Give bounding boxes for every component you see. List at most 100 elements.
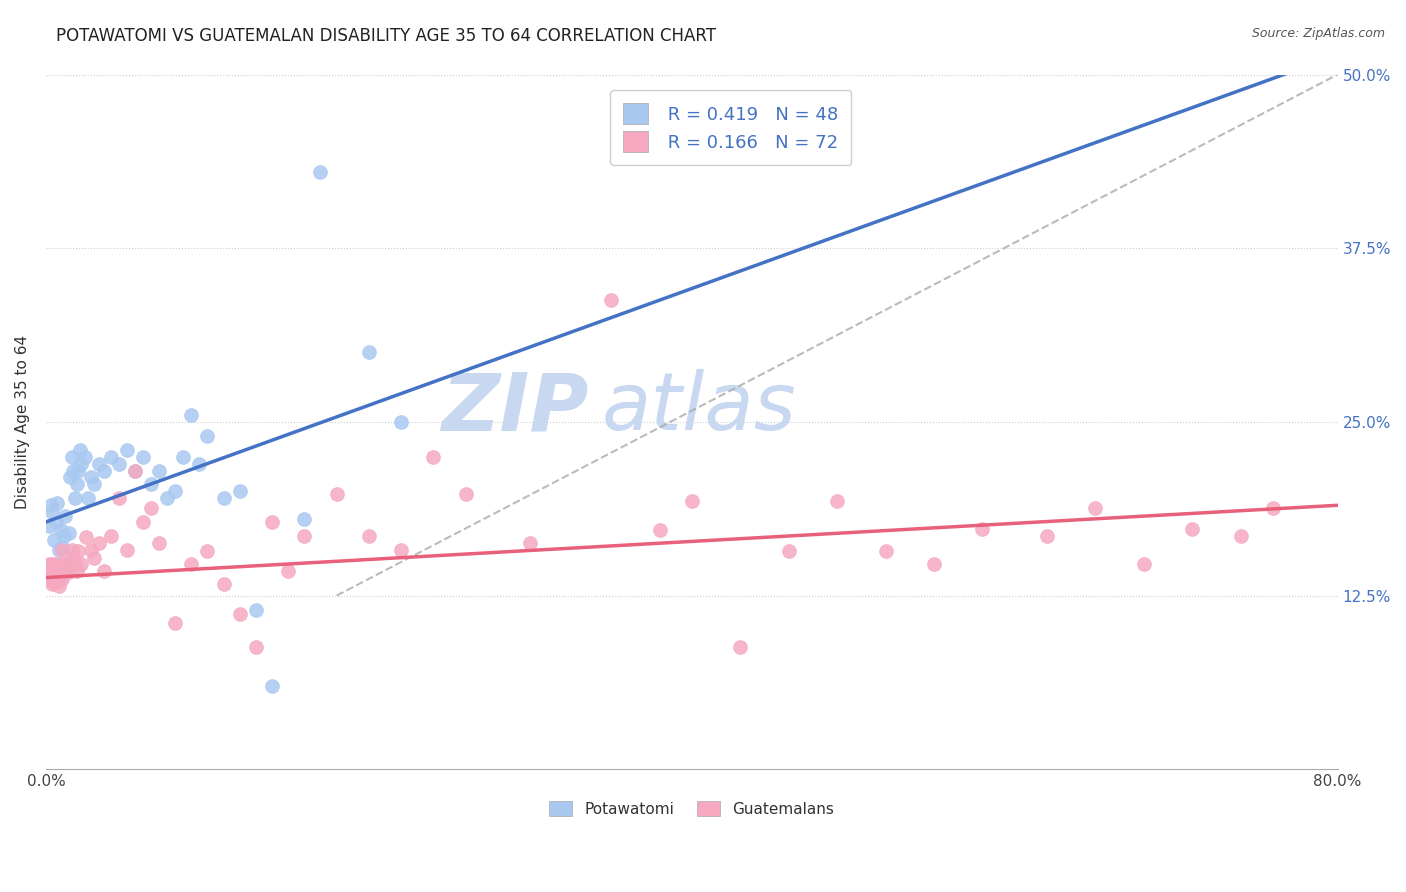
Point — [139, 501, 162, 516]
Point — [58, 526, 80, 541]
Text: POTAWATOMI VS GUATEMALAN DISABILITY AGE 35 TO 64 CORRELATION CHART: POTAWATOMI VS GUATEMALAN DISABILITY AGE … — [56, 27, 716, 45]
Point — [62, 464, 84, 478]
Point — [93, 564, 115, 578]
Point — [89, 457, 111, 471]
Point — [115, 442, 138, 457]
Point — [875, 544, 897, 558]
Point — [49, 557, 72, 571]
Point — [212, 577, 235, 591]
Point — [165, 484, 187, 499]
Point — [46, 495, 69, 509]
Point — [39, 498, 62, 512]
Point — [83, 477, 105, 491]
Point — [70, 557, 93, 571]
Point — [39, 564, 62, 578]
Point — [648, 524, 671, 538]
Point — [180, 557, 202, 571]
Point — [93, 464, 115, 478]
Point — [53, 509, 76, 524]
Point — [51, 572, 73, 586]
Point — [67, 544, 90, 558]
Point — [292, 529, 315, 543]
Point — [228, 607, 250, 621]
Point — [69, 442, 91, 457]
Point — [58, 565, 80, 579]
Point — [1036, 529, 1059, 543]
Point — [45, 515, 67, 529]
Point — [165, 616, 187, 631]
Point — [67, 464, 90, 478]
Point — [148, 464, 170, 478]
Point — [80, 470, 103, 484]
Point — [422, 450, 444, 464]
Point — [156, 491, 179, 506]
Point — [80, 542, 103, 557]
Point — [73, 450, 96, 464]
Point — [66, 477, 89, 491]
Point — [180, 408, 202, 422]
Point — [48, 579, 70, 593]
Point — [124, 464, 146, 478]
Point — [59, 557, 82, 571]
Point — [148, 536, 170, 550]
Point — [77, 491, 100, 506]
Point — [325, 487, 347, 501]
Text: Source: ZipAtlas.com: Source: ZipAtlas.com — [1251, 27, 1385, 40]
Point — [59, 470, 82, 484]
Point — [681, 494, 703, 508]
Point — [197, 429, 219, 443]
Point — [70, 457, 93, 471]
Point — [778, 544, 800, 558]
Point — [389, 542, 412, 557]
Point — [49, 565, 72, 579]
Point — [45, 557, 67, 571]
Point — [60, 542, 83, 557]
Point — [100, 529, 122, 543]
Point — [972, 522, 994, 536]
Point — [454, 487, 477, 501]
Point — [1084, 501, 1107, 516]
Point — [39, 570, 62, 584]
Point — [132, 515, 155, 529]
Point — [45, 567, 67, 582]
Point — [46, 574, 69, 589]
Point — [41, 505, 63, 519]
Point — [519, 536, 541, 550]
Point — [228, 484, 250, 499]
Point — [38, 557, 60, 571]
Text: ZIP: ZIP — [441, 369, 589, 447]
Point — [42, 533, 65, 547]
Point — [728, 640, 751, 654]
Point — [124, 464, 146, 478]
Point — [115, 542, 138, 557]
Point — [277, 564, 299, 578]
Point — [260, 679, 283, 693]
Point — [1229, 529, 1251, 543]
Point — [357, 345, 380, 359]
Point — [51, 540, 73, 554]
Text: atlas: atlas — [602, 369, 796, 447]
Point — [48, 572, 70, 586]
Point — [132, 450, 155, 464]
Point — [38, 570, 60, 584]
Point — [37, 561, 59, 575]
Point — [41, 557, 63, 571]
Point — [48, 542, 70, 557]
Point — [172, 450, 194, 464]
Point — [56, 561, 79, 575]
Point — [49, 524, 72, 538]
Point — [197, 544, 219, 558]
Point — [100, 450, 122, 464]
Point — [66, 564, 89, 578]
Point — [188, 457, 211, 471]
Point — [139, 477, 162, 491]
Point — [52, 557, 75, 571]
Point — [42, 574, 65, 589]
Point — [245, 640, 267, 654]
Point — [42, 561, 65, 575]
Point — [107, 457, 129, 471]
Y-axis label: Disability Age 35 to 64: Disability Age 35 to 64 — [15, 334, 30, 509]
Point — [56, 557, 79, 571]
Point — [1181, 522, 1204, 536]
Point — [51, 542, 73, 557]
